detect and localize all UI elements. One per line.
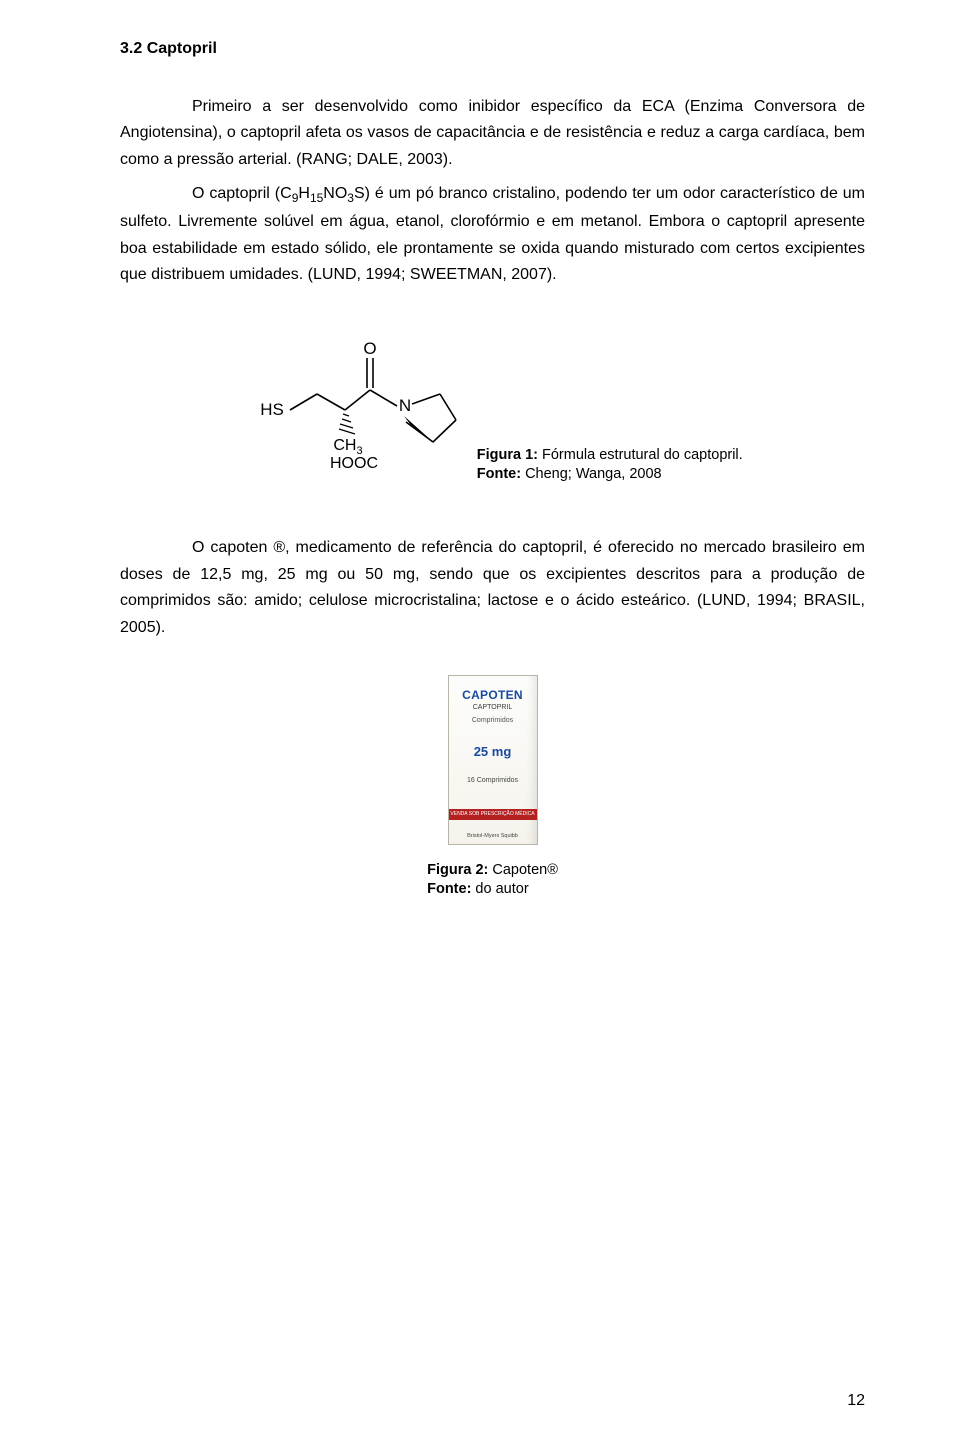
package-generic: CAPTOPRIL xyxy=(453,704,533,711)
package-dose: 25 mg xyxy=(453,744,533,759)
fig2-text: Capoten® xyxy=(488,862,558,878)
fig2-label: Figura 2: xyxy=(427,862,488,878)
chem-O: O xyxy=(364,339,377,358)
chem-N: N xyxy=(399,396,411,415)
figure-1-caption: Figura 1: Fórmula estrutural do captopri… xyxy=(477,446,743,485)
figure-1: O N CH3 HS HOO xyxy=(120,328,865,499)
chem-HS: HS xyxy=(260,400,284,419)
package-manufacturer: Bristol-Myers Squibb xyxy=(449,833,537,839)
fig1-label: Figura 1: xyxy=(477,447,538,463)
paragraph-3: O capoten ®, medicamento de referência d… xyxy=(120,535,865,641)
paragraph-1: Primeiro a ser desenvolvido como inibido… xyxy=(120,94,865,173)
fig1-source-label: Fonte: xyxy=(477,466,521,482)
fig1-text: Fórmula estrutural do captopril. xyxy=(538,447,743,463)
chem-HOOC: HOOC xyxy=(330,455,378,472)
figure-2: CAPOTEN CAPTOPRIL Comprimidos 25 mg 16 C… xyxy=(120,675,865,900)
product-package: CAPOTEN CAPTOPRIL Comprimidos 25 mg 16 C… xyxy=(448,675,538,845)
formula-NO: NO xyxy=(323,185,347,202)
fig2-source-text: do autor xyxy=(471,881,528,897)
formula-H: H xyxy=(298,185,310,202)
formula-sub-3: 3 xyxy=(347,191,354,205)
paragraph-2: O captopril (C9H15NO3S) é um pó branco c… xyxy=(120,181,865,288)
package-rx-stripe: VENDA SOB PRESCRIÇÃO MÉDICA xyxy=(449,809,537,820)
package-form: Comprimidos xyxy=(453,717,533,724)
chem-CH3: CH3 xyxy=(334,437,363,457)
fig1-source-text: Cheng; Wanga, 2008 xyxy=(521,466,662,482)
section-heading: 3.2 Captopril xyxy=(120,40,865,58)
fig2-source-label: Fonte: xyxy=(427,881,471,897)
formula-sub-15: 15 xyxy=(310,191,323,205)
package-count: 16 Comprimidos xyxy=(453,777,533,784)
package-brand: CAPOTEN xyxy=(453,688,533,702)
package-box: CAPOTEN CAPTOPRIL Comprimidos 25 mg 16 C… xyxy=(448,675,538,845)
figure-2-caption: Figura 2: Capoten® Fonte: do autor xyxy=(427,861,558,900)
p2-pre: O captopril (C xyxy=(192,185,292,202)
chemical-structure: O N CH3 HS HOO xyxy=(242,328,472,483)
page-number: 12 xyxy=(847,1392,865,1410)
